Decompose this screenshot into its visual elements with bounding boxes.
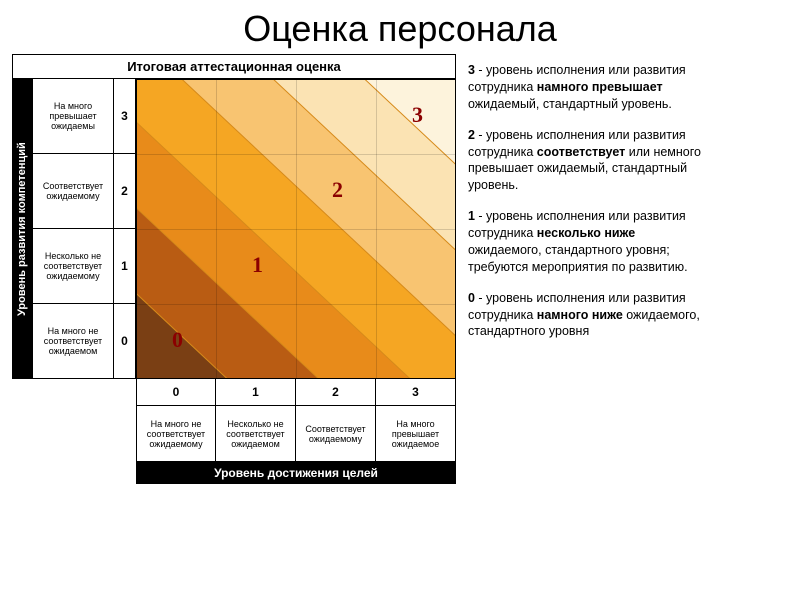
legend-keyword: намного превышает — [537, 80, 663, 94]
legend-item: 2 - уровень исполнения или развития сотр… — [468, 127, 708, 195]
score-label: 0 — [172, 327, 183, 353]
y-label: На много не соответствует ожидаемом — [32, 304, 114, 379]
page-title: Оценка персонала — [0, 0, 800, 54]
legend-level: 3 — [468, 63, 475, 77]
legend-text: ожидаемый, стандартный уровень. — [468, 97, 672, 111]
y-label: Несколько не соответствует ожидаемому — [32, 229, 114, 304]
matrix-grid: 0 1 2 3 — [136, 79, 456, 379]
legend: 3 - уровень исполнения или развития сотр… — [468, 54, 708, 484]
legend-text: ожидаемого, стандартного уровня; требуют… — [468, 243, 688, 274]
legend-level: 0 — [468, 291, 475, 305]
x-label: Несколько не соответствует ожидаемом — [216, 406, 296, 462]
legend-keyword: несколько ниже — [537, 226, 635, 240]
score-label: 3 — [412, 102, 423, 128]
x-axis-labels: На много не соответствует ожидаемому Нес… — [136, 406, 456, 462]
y-num: 0 — [114, 304, 136, 379]
y-num: 3 — [114, 79, 136, 154]
legend-level: 1 — [468, 209, 475, 223]
score-label: 2 — [332, 177, 343, 203]
x-num: 1 — [216, 379, 296, 406]
x-num: 2 — [296, 379, 376, 406]
x-label: На много превышает ожидаемое — [376, 406, 456, 462]
legend-keyword: намного ниже — [537, 308, 623, 322]
legend-keyword: соответствует — [537, 145, 625, 159]
legend-item: 0 - уровень исполнения или развития сотр… — [468, 290, 708, 341]
score-label: 1 — [252, 252, 263, 278]
legend-item: 3 - уровень исполнения или развития сотр… — [468, 62, 708, 113]
y-axis-title: Уровень развития компетенций — [12, 79, 32, 379]
grid-lines — [136, 79, 456, 379]
y-label: На много превышает ожидаемы — [32, 79, 114, 154]
x-label: Соответствует ожидаемому — [296, 406, 376, 462]
x-axis-numbers: 0 1 2 3 — [136, 379, 456, 406]
y-num: 2 — [114, 154, 136, 229]
content: Итоговая аттестационная оценка Уровень р… — [0, 54, 800, 484]
y-label: Соответствует ожидаемому — [32, 154, 114, 229]
y-axis-labels: На много превышает ожидаемы Соответствуе… — [32, 79, 114, 379]
x-label: На много не соответствует ожидаемому — [136, 406, 216, 462]
x-axis-title: Уровень достижения целей — [136, 462, 456, 484]
matrix-top-header: Итоговая аттестационная оценка — [12, 54, 456, 79]
y-axis-numbers: 3 2 1 0 — [114, 79, 136, 379]
matrix-body: Уровень развития компетенций На много пр… — [12, 79, 456, 379]
matrix: Итоговая аттестационная оценка Уровень р… — [12, 54, 456, 484]
x-num: 0 — [136, 379, 216, 406]
x-num: 3 — [376, 379, 456, 406]
legend-level: 2 — [468, 128, 475, 142]
legend-item: 1 - уровень исполнения или развития сотр… — [468, 208, 708, 276]
y-num: 1 — [114, 229, 136, 304]
